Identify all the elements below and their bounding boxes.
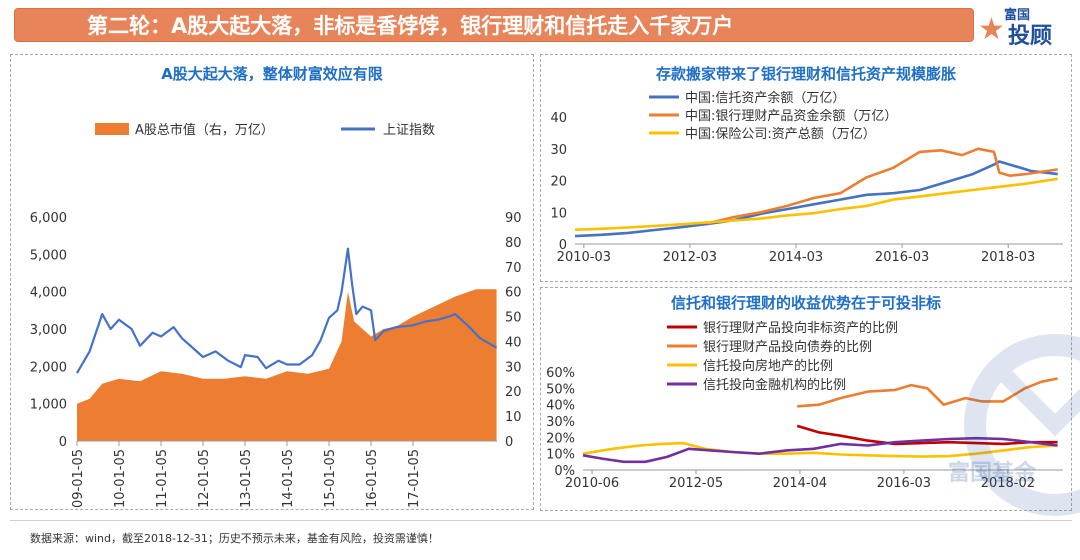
series-area-market-cap <box>77 289 497 441</box>
x-axis-tick-label: 2014-04 <box>773 476 827 491</box>
series-line-bank-wmp <box>707 147 1058 225</box>
left-axis-tick-label: 0 <box>59 435 67 450</box>
x-axis-tick-label: 2016-01-05 <box>365 449 380 509</box>
chart-title-left: A股大起大落，整体财富效应有限 <box>161 65 383 83</box>
legend-label: 中国:保险公司:资产总额（万亿） <box>685 127 876 142</box>
chart-panel-right-top: 存款搬家带来了银行理财和信托资产规模膨胀 40 30 20 10 0 2010-03 201… <box>540 54 1072 282</box>
x-axis-tick-label: 2018-02 <box>981 476 1035 491</box>
series-line-wmp-bonds <box>797 377 1058 408</box>
left-axis-tick-label: 6,000 <box>30 211 67 226</box>
x-axis-tick-label: 2012-03 <box>663 250 717 265</box>
right-axis-tick-label: 40 <box>505 335 522 350</box>
x-axis-tick-label: 2018-03 <box>981 250 1035 265</box>
allocation-ratio-chart: 60%50% 40%30%20% 10%0%2010-06 2012-05 2014-0… <box>546 320 1063 491</box>
a-share-chart: A股总市值（右，万亿） 上证指数 6,000 5,000 4,000 3,000 2,000… <box>30 122 522 525</box>
x-axis-tick-label: 2014-03 <box>769 250 823 265</box>
y-axis-tick-label: 40 <box>550 111 567 126</box>
left-axis-tick-label: 1,000 <box>30 398 67 413</box>
series-line-wmp-nonstandard <box>796 424 1058 446</box>
y-axis-tick-label: 40% <box>546 399 575 414</box>
y-axis-tick-label: 60% <box>546 366 575 381</box>
right-axis-tick-label: 90 <box>505 211 522 226</box>
y-axis-tick-label: 0 <box>559 238 567 253</box>
legend-label-market-cap: A股总市值（右，万亿） <box>135 122 274 138</box>
x-axis-tick-label: 2016-03 <box>877 476 931 491</box>
legend-label: 银行理财产品投向债券的比例 <box>703 339 872 355</box>
y-axis-tick-label: 20 <box>550 175 567 190</box>
chart-panel-right-bottom: 信托和银行理财的收益优势在于可投非标 60% 50% 40% 30% 20% 10% 0% 2… <box>540 287 1072 511</box>
y-axis-tick-label: 10 <box>550 206 567 221</box>
x-axis-tick-label: 2009-01-05 <box>71 449 86 509</box>
x-axis-tick-label: 2010-06 <box>565 476 619 491</box>
series-line-index <box>76 247 498 374</box>
right-axis-tick-label: 0 <box>505 435 513 450</box>
legend-label: 信托投向金融机构的比例 <box>703 377 846 393</box>
left-axis-tick-label: 5,000 <box>30 248 67 263</box>
y-axis-tick-label: 10% <box>546 448 575 463</box>
star-icon: ★ <box>978 12 1005 47</box>
x-axis-tick-label: 2013-01-05 <box>239 449 254 509</box>
right-axis-tick-label: 70 <box>505 261 522 276</box>
x-axis-tick-label: 2015-01-05 <box>323 449 338 509</box>
legend-label: 银行理财产品投向非标资产的比例 <box>703 320 898 336</box>
series-line-insurance-assets <box>574 177 1058 231</box>
logo-line1: 富国 <box>1004 8 1031 23</box>
x-axis-tick-label: 2017-01-05 <box>407 449 422 509</box>
series-line-trust-realestate <box>582 441 1058 458</box>
right-axis-tick-label: 50 <box>505 311 522 326</box>
left-axis-tick-label: 4,000 <box>30 286 67 301</box>
x-axis-tick-label: 2010-01-05 <box>113 449 128 509</box>
logo-line2: 投顾 <box>1008 24 1053 49</box>
brand-logo: ★ 富国 投顾 <box>978 4 1074 49</box>
legend-label: 中国:信托资产余额（万亿） <box>685 90 845 106</box>
y-axis-tick-label: 30 <box>550 143 567 158</box>
x-axis-tick-label: 2014-01-05 <box>281 449 296 509</box>
chart-title-right-bottom: 信托和银行理财的收益优势在于可投非标 <box>670 294 941 312</box>
x-axis-tick-label: 2016-03 <box>875 250 929 265</box>
y-axis-tick-label: 50% <box>546 382 575 397</box>
right-axis-tick-label: 30 <box>505 360 522 375</box>
y-axis-tick-label: 30% <box>546 415 575 430</box>
x-axis-tick-label: 2012-01-05 <box>197 449 212 509</box>
chart-panel-left: A股大起大落，整体财富效应有限 A股总市值（右，万亿） 上证指数 6,000 5,00… <box>10 54 534 525</box>
watermark-logo-icon <box>964 334 1080 516</box>
series-line-trust-financial <box>582 436 1058 464</box>
chart-title-right-top: 存款搬家带来了银行理财和信托资产规模膨胀 <box>655 65 956 83</box>
legend-label: 信托投向房地产的比例 <box>703 358 833 374</box>
right-axis-tick-label: 60 <box>505 286 522 301</box>
right-axis-tick-label: 20 <box>505 385 522 400</box>
y-axis-tick-label: 0% <box>554 464 575 479</box>
footer-source: 数据来源：wind，截至2018-12-31；历史不预示未来，基金有风险，投资需… <box>30 532 439 545</box>
y-axis-tick-label: 20% <box>546 431 575 446</box>
legend-label-index: 上证指数 <box>383 123 435 138</box>
legend-swatch-market-cap <box>95 123 129 135</box>
x-axis-tick-label: 2012-05 <box>669 476 723 491</box>
page-banner: 第二轮：A股大起大落，非标是香饽饽，银行理财和信托走入千家万户 <box>14 8 974 42</box>
right-axis-tick-label: 10 <box>505 410 522 425</box>
legend-label: 中国:银行理财产品资金余额（万亿） <box>685 108 897 124</box>
footer-divider <box>10 520 1072 521</box>
left-axis-tick-label: 3,000 <box>30 323 67 338</box>
banner-title: 第二轮：A股大起大落，非标是香饽饽，银行理财和信托走入千家万户 <box>87 14 734 38</box>
left-axis-tick-label: 2,000 <box>30 360 67 375</box>
watermark-text: 富国基金 <box>948 461 1037 486</box>
right-axis-tick-label: 80 <box>505 236 522 251</box>
x-axis-tick-label: 2011-01-05 <box>155 449 170 509</box>
x-axis-tick-label: 2010-03 <box>557 250 611 265</box>
